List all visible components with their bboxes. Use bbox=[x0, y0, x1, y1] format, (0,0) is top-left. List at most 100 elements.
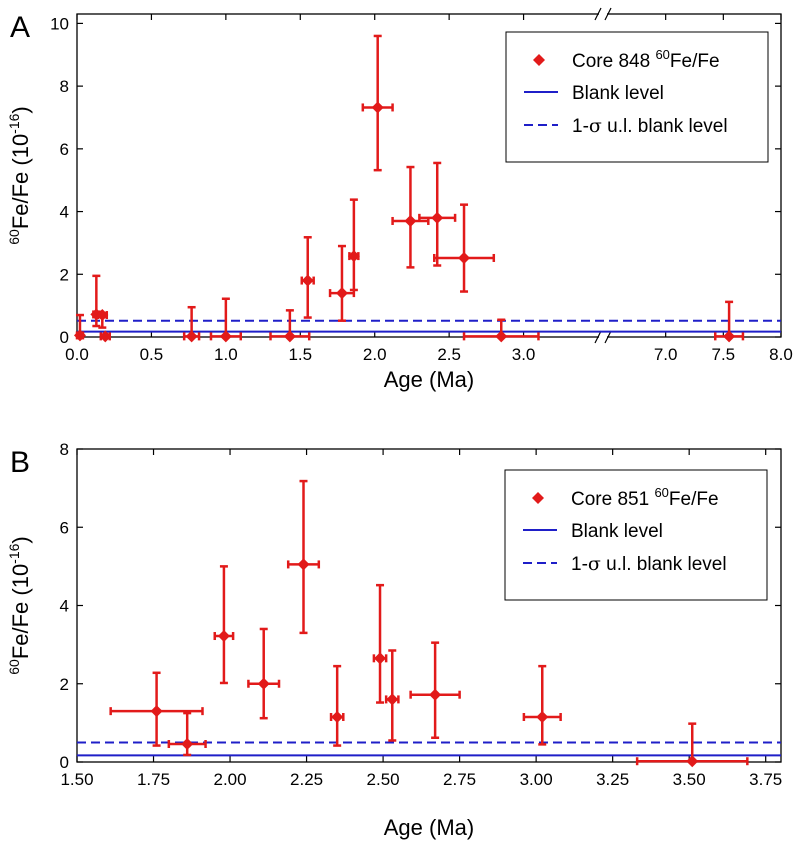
panel-b-xtick-label: 2.50 bbox=[367, 770, 400, 789]
panel-b-xtick-label: 3.75 bbox=[749, 770, 782, 789]
panel-b-xtick-label: 1.50 bbox=[60, 770, 93, 789]
panel-a-data-point bbox=[300, 236, 315, 319]
panel-a-ytick-label: 2 bbox=[60, 265, 69, 284]
panel-a-xtick-label: 7.0 bbox=[654, 345, 678, 364]
panel-b-data-point bbox=[286, 479, 321, 635]
panel-b-legend-series-label: Core 851 60Fe/Fe bbox=[571, 485, 719, 510]
panel-a-y-axis-title: 60Fe/Fe (10-16) bbox=[6, 106, 33, 245]
panel-a-legend-series-label: Core 848 60Fe/Fe bbox=[572, 47, 720, 72]
panel-a-legend: Core 848 60Fe/Fe Blank level 1-σ u.l. blan… bbox=[505, 31, 769, 163]
panel-a-data-marker bbox=[335, 287, 348, 300]
panel-a-xtick-label: 0.0 bbox=[65, 345, 89, 364]
panel-a-data-point bbox=[182, 305, 201, 343]
panel-b-data-marker bbox=[429, 688, 442, 701]
panel-a-data-marker bbox=[347, 250, 360, 263]
panel-a-xtick-label: 8.0 bbox=[769, 345, 793, 364]
panel-a-legend-marker bbox=[533, 54, 545, 66]
panel-b-data-point bbox=[109, 671, 204, 747]
panel-a-data-point bbox=[418, 161, 457, 267]
panel-b-legend-box bbox=[504, 469, 768, 601]
panel-b-data-marker bbox=[686, 755, 699, 768]
panel-a-data-marker bbox=[371, 101, 384, 114]
panel-b-data-point bbox=[247, 627, 281, 720]
panel-a-axis-break-gap-1 bbox=[599, 10, 607, 18]
panel-a-data-point bbox=[269, 309, 311, 343]
panel-a-data-point bbox=[714, 300, 745, 343]
panel-a-data-point bbox=[96, 309, 109, 329]
panel-b-data-marker bbox=[181, 738, 194, 751]
panel-a-data-marker bbox=[431, 211, 444, 224]
panel-b-xtick-label: 3.50 bbox=[673, 770, 706, 789]
panel-b-xtick-label: 3.00 bbox=[520, 770, 553, 789]
panel-a-data-point bbox=[99, 330, 112, 343]
panel-b-legend-blank-label: Blank level bbox=[571, 521, 663, 542]
panel-b-xtick-label: 2.75 bbox=[443, 770, 476, 789]
panel-a-x-axis-title: Age (Ma) bbox=[384, 367, 474, 392]
panel-b-legend: Core 851 60Fe/Fe Blank level 1-σ u.l. blan… bbox=[504, 469, 768, 601]
panel-b-data-point bbox=[167, 711, 207, 757]
panel-b-data-marker bbox=[331, 711, 344, 724]
panel-b-chart: 1.50 1.75 2.00 2.25 2.50 2.75 3.00 3.25 3.50 3.75… bbox=[6, 440, 782, 840]
panel-a-data-marker bbox=[96, 309, 109, 322]
panel-a-legend-ul-label: 1-σ u.l. blank level bbox=[572, 115, 728, 137]
panel-a-axis-break-mark bbox=[594, 330, 602, 344]
panel-a-xtick-label: 1.0 bbox=[214, 345, 238, 364]
panel-b-legend-ul-label: 1-σ u.l. blank level bbox=[571, 553, 727, 575]
panel-a-axis-break-mark bbox=[604, 330, 612, 344]
panel-b-data-point bbox=[329, 664, 345, 747]
panel-a-chart: 0.0 0.5 1.0 1.5 2.0 2.5 3.0 7.0 7.5 8.0 0 2 4 6 8 10 Cor… bbox=[6, 7, 793, 392]
panel-b-y-axis-title: 60Fe/Fe (10-16) bbox=[6, 536, 33, 675]
panel-a-data-marker bbox=[404, 214, 417, 227]
panel-b-xtick-label: 2.00 bbox=[213, 770, 246, 789]
panel-b-data-marker bbox=[297, 558, 310, 571]
panel-a-data-marker bbox=[458, 251, 471, 264]
panel-a-xtick-label: 3.0 bbox=[512, 345, 536, 364]
panel-b-letter: B bbox=[10, 446, 30, 479]
panel-b-ytick-label: 2 bbox=[60, 675, 69, 694]
panel-a-xtick-label: 2.5 bbox=[437, 345, 461, 364]
panel-b-xtick-label: 3.25 bbox=[596, 770, 629, 789]
panel-b-data-marker bbox=[374, 652, 387, 665]
panel-b-ytick-label: 6 bbox=[60, 518, 69, 537]
panel-b-data-point bbox=[409, 641, 461, 739]
panel-b-data-marker bbox=[536, 711, 549, 724]
panel-a-data-point bbox=[462, 318, 540, 343]
panel-b-data-marker bbox=[257, 677, 270, 690]
panel-b-data-point bbox=[384, 649, 400, 742]
panel-b-data-point bbox=[635, 722, 749, 768]
panel-a-ytick-label: 10 bbox=[50, 14, 69, 33]
panel-b-data-marker bbox=[386, 693, 399, 706]
panel-a-ytick-label: 6 bbox=[60, 140, 69, 159]
panel-a-data-marker bbox=[73, 329, 86, 342]
panel-a-data-marker bbox=[495, 330, 508, 343]
panel-a-xtick-label: 2.0 bbox=[363, 345, 387, 364]
panel-b-x-axis-title: Age (Ma) bbox=[384, 815, 474, 840]
panel-b-ytick-label: 4 bbox=[60, 597, 69, 616]
panel-a-data-point bbox=[328, 244, 356, 322]
panel-a-plot-frame bbox=[76, 13, 782, 338]
panel-a-axis-break-mark bbox=[594, 7, 602, 21]
panel-a-legend-box bbox=[505, 31, 769, 163]
panel-a-data-marker bbox=[185, 330, 198, 343]
panel-a-data-marker bbox=[723, 330, 736, 343]
panel-a-data-point bbox=[347, 198, 360, 292]
panel-a-xtick-label: 7.5 bbox=[712, 345, 736, 364]
panel-a-letter: A bbox=[10, 11, 30, 44]
panel-b-data-point bbox=[372, 583, 388, 704]
panel-a-data-marker bbox=[99, 330, 112, 343]
panel-a-xtick-label: 0.5 bbox=[140, 345, 164, 364]
panel-a-legend-blank-label: Blank level bbox=[572, 83, 664, 104]
panel-b-data-point bbox=[213, 565, 235, 685]
panel-a-axis-break-mark bbox=[604, 7, 612, 21]
panel-b-data-point bbox=[522, 664, 562, 746]
panel-b-ytick-label: 8 bbox=[60, 440, 69, 459]
panel-b-ytick-label: 0 bbox=[60, 753, 69, 772]
panel-a-axis-break-gap-0 bbox=[599, 333, 607, 341]
panel-b-data-marker bbox=[150, 705, 163, 718]
panel-a-ytick-label: 0 bbox=[60, 328, 69, 347]
panel-a-data-marker bbox=[301, 274, 314, 287]
panel-a-data-point bbox=[433, 203, 496, 293]
panel-a-data-point bbox=[361, 34, 394, 172]
panel-b-data-marker bbox=[217, 630, 230, 643]
